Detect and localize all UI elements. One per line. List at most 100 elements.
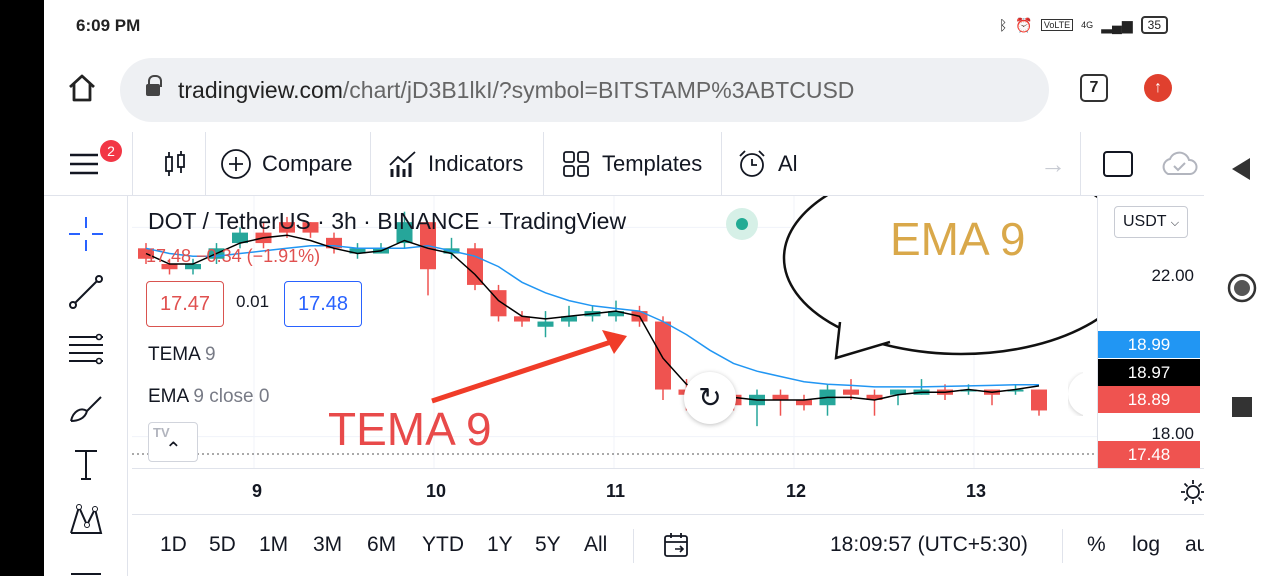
range-1m[interactable]: 1M xyxy=(259,533,289,556)
lock-icon xyxy=(146,75,162,98)
time-tick: 11 xyxy=(606,481,626,501)
indicators-button[interactable]: Indicators xyxy=(388,132,523,196)
candle-body xyxy=(185,264,201,270)
buy-button[interactable]: 17.48 xyxy=(284,281,362,327)
ema-legend[interactable]: EMA 9 close 0 xyxy=(148,386,269,408)
range-1y[interactable]: 1Y xyxy=(487,533,513,556)
trendline-icon xyxy=(69,275,103,309)
compare-button[interactable]: Compare xyxy=(220,132,352,196)
log-toggle[interactable]: log xyxy=(1132,533,1161,556)
tab-switcher-button[interactable]: 7 xyxy=(1080,74,1108,102)
text-tool[interactable] xyxy=(66,444,106,484)
alert-button[interactable]: Al xyxy=(736,132,798,196)
reset-icon: ↻ xyxy=(698,382,722,413)
fib-tool[interactable] xyxy=(66,330,106,370)
cloud-check-icon xyxy=(1162,151,1198,175)
url-path: /chart/jD3B1lkI/?symbol=BITSTAMP%3ABTCUS… xyxy=(342,76,855,103)
fullscreen-button[interactable] xyxy=(1102,132,1134,196)
more-tools[interactable] xyxy=(66,552,106,576)
scroll-to-realtime-button[interactable]: » xyxy=(1068,372,1083,416)
hamburger-icon xyxy=(70,153,98,175)
tv-logo-icon: TV xyxy=(153,425,170,440)
templates-grid-icon xyxy=(563,151,589,177)
range-5y[interactable]: 5Y xyxy=(535,533,561,556)
price-axis[interactable]: USDT ⌵ 22.00 18.99 18.97 18.89 18.00 17.… xyxy=(1097,196,1204,468)
gear-icon xyxy=(1181,480,1204,504)
phone-screen: 6:09 PM ᛒ ⏰ VoLTE 4G ▂▄▆ 35 tradingview.… xyxy=(44,0,1204,576)
home-circle-icon[interactable] xyxy=(1226,272,1258,304)
time-axis[interactable]: 9 10 11 12 13 xyxy=(132,468,1204,514)
auto-toggle[interactable]: auto xyxy=(1185,533,1204,556)
chart-toolbar: 2 Compare Indicators Templates Al → xyxy=(44,132,1204,196)
collapse-legend-button[interactable]: TV ⌃ xyxy=(148,422,198,462)
candle-body xyxy=(1031,389,1047,411)
time-tick: 12 xyxy=(786,481,807,501)
candle-body xyxy=(772,394,789,400)
address-bar[interactable]: tradingview.com/chart/jD3B1lkI/?symbol=B… xyxy=(120,58,1049,122)
tema-name: TEMA xyxy=(148,344,200,365)
network-label: 4G xyxy=(1081,20,1094,30)
candles-icon xyxy=(165,151,185,176)
time-tick: 13 xyxy=(966,481,987,501)
status-bar: 6:09 PM ᛒ ⏰ VoLTE 4G ▂▄▆ 35 xyxy=(44,0,1204,54)
range-5d[interactable]: 5D xyxy=(209,533,236,556)
range-1d[interactable]: 1D xyxy=(160,533,187,556)
alarm-icon: ⏰ xyxy=(1015,16,1033,33)
candle-body xyxy=(326,237,342,249)
ema-param: 9 close 0 xyxy=(193,386,270,407)
tema-annotation: TEMA 9 xyxy=(328,403,492,455)
back-icon[interactable] xyxy=(1230,156,1252,182)
url-host: tradingview.com xyxy=(178,76,343,103)
divider xyxy=(1080,132,1081,196)
last-price-tag: 18.89 xyxy=(1098,386,1200,413)
ema-line xyxy=(145,244,1039,388)
tema-legend[interactable]: TEMA 9 xyxy=(148,344,216,366)
price-change: 17.48 −0.34 (−1.91%) xyxy=(146,246,321,266)
cloud-save-button[interactable] xyxy=(1158,132,1198,196)
candle-body xyxy=(396,222,413,244)
home-icon[interactable] xyxy=(66,72,98,104)
brush-tool[interactable] xyxy=(66,388,106,428)
templates-button[interactable]: Templates xyxy=(562,132,702,196)
volte-icon: VoLTE xyxy=(1040,19,1074,31)
fullscreen-square-icon xyxy=(1103,151,1133,177)
range-3m[interactable]: 3M xyxy=(313,533,343,556)
recents-icon[interactable] xyxy=(1231,396,1253,418)
fib-lines-icon xyxy=(69,333,103,365)
clock-display[interactable]: 18:09:57 (UTC+5:30) xyxy=(830,533,1028,556)
candle-body xyxy=(561,316,577,322)
upgrade-arrow-icon[interactable]: ↑ xyxy=(1144,74,1172,102)
trendline-tool[interactable] xyxy=(66,272,106,312)
sell-button[interactable]: 17.47 xyxy=(146,281,224,327)
ruler-icon xyxy=(71,573,101,575)
redo-button[interactable]: → xyxy=(1040,132,1066,196)
range-ytd[interactable]: YTD xyxy=(422,533,464,556)
candle-body xyxy=(514,316,530,322)
chart-settings-button[interactable] xyxy=(1180,479,1204,510)
symbol-legend[interactable]: DOT / TetherUS · 3h · BINANCE · TradingV… xyxy=(148,208,627,234)
chart-type-button[interactable] xyxy=(162,132,188,196)
percent-toggle[interactable]: % xyxy=(1087,533,1106,556)
ema-name: EMA xyxy=(148,386,189,407)
menu-button[interactable] xyxy=(68,132,100,196)
price-tick: 22.00 xyxy=(1151,266,1194,285)
ema-annotation: EMA 9 xyxy=(890,213,1026,265)
go-to-date-button[interactable] xyxy=(662,531,690,564)
range-6m[interactable]: 6M xyxy=(367,533,397,556)
chart-pane[interactable]: DOT / TetherUS · 3h · BINANCE · TradingV… xyxy=(132,196,1097,468)
spread-value: 0.01 xyxy=(236,292,270,311)
candle-body xyxy=(302,222,319,233)
range-all[interactable]: All xyxy=(584,533,608,556)
candle-body xyxy=(655,321,671,390)
candle-body xyxy=(866,394,883,400)
pattern-tool[interactable] xyxy=(66,500,106,540)
brush-icon xyxy=(70,396,102,422)
crosshair-icon xyxy=(69,217,103,251)
reset-chart-button[interactable]: ↻ xyxy=(684,372,736,424)
signal-icon: ▂▄▆ xyxy=(1101,16,1133,33)
currency-select[interactable]: USDT ⌵ xyxy=(1114,206,1188,238)
compare-label: Compare xyxy=(262,151,353,176)
crosshair-tool[interactable] xyxy=(66,214,106,254)
candle-body xyxy=(232,232,248,244)
divider xyxy=(633,529,634,563)
